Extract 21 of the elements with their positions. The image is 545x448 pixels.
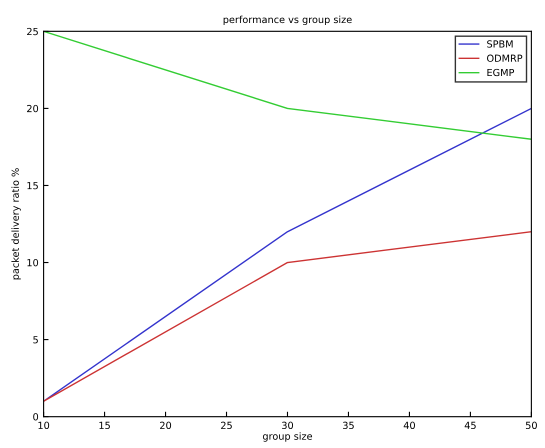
legend-label: EGMP [487, 68, 514, 76]
y-tick-label: 25 [27, 28, 38, 36]
y-tick-label: 10 [27, 259, 38, 266]
x-tick-label: 15 [99, 422, 110, 430]
y-tick-label: 15 [27, 182, 38, 190]
x-tick-label: 25 [221, 422, 232, 430]
y-tick-label: 5 [33, 336, 38, 344]
y-axis-title: packet delivery ratio % [11, 168, 21, 280]
y-tick-label: 20 [27, 104, 38, 112]
legend-label: SPBM [487, 40, 513, 48]
chart-title: performance vs group size [224, 16, 352, 26]
x-tick-label: 35 [343, 422, 354, 430]
x-axis-title: group size [262, 432, 312, 442]
x-tick-label: 45 [464, 422, 476, 430]
x-tick-label: 30 [282, 422, 294, 430]
x-tick-label: 50 [526, 422, 537, 430]
y-tick-label: 0 [33, 413, 38, 420]
x-tick-label: 20 [160, 422, 172, 430]
legend-label: ODMRP [487, 54, 522, 62]
x-tick-label: 40 [404, 422, 415, 430]
x-tick-label: 10 [38, 422, 50, 430]
